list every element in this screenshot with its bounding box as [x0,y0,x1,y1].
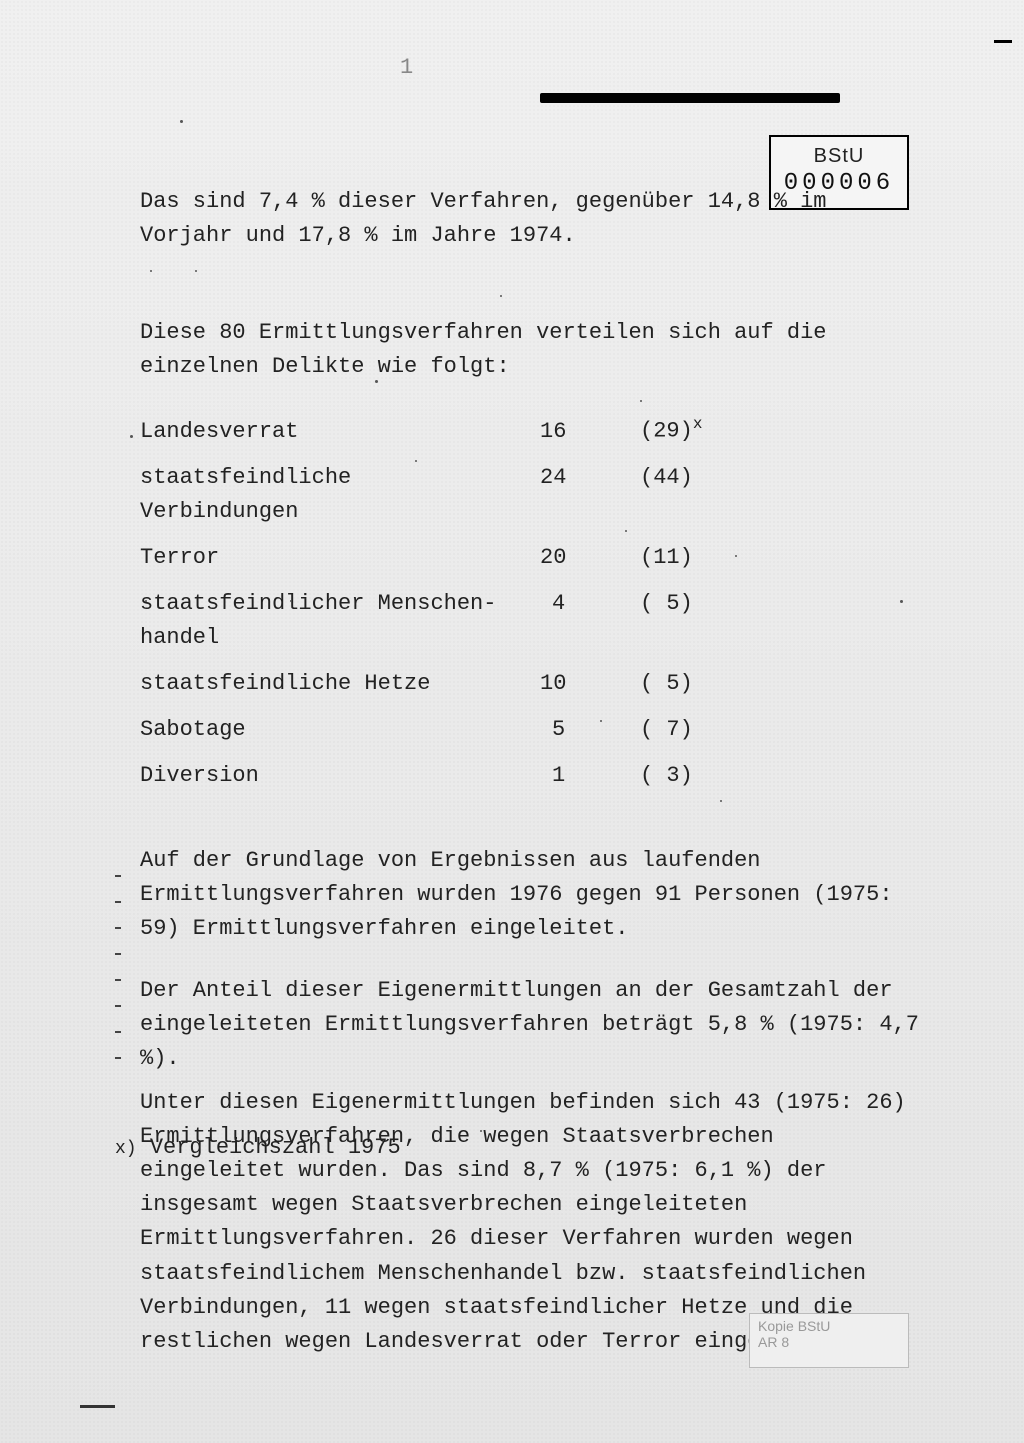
speck [415,460,417,462]
copy-stamp: Kopie BStU AR 8 [749,1313,909,1368]
document-page: 1 BStU 000006 Das sind 7,4 % dieser Verf… [0,0,1024,1443]
table-row: Terror 20 (11) [140,541,920,575]
row-label: staatsfeindliche Verbindungen [140,461,510,529]
speck [195,270,197,272]
row-value-1: 20 [510,541,630,575]
table-row: staatsfeindliche Hetze 10 ( 5) [140,667,920,701]
speck [735,555,737,557]
paragraph-4: Der Anteil dieser Eigenermittlungen an d… [140,974,920,1076]
speck [500,295,502,297]
row-value-2: ( 5) [630,667,760,701]
speck [290,600,292,602]
stamp-label: BStU [771,145,907,168]
redaction-bar [540,93,840,103]
speck [130,435,133,438]
delict-table: Landesverrat 16 (29)x staatsfeindliche V… [140,412,920,793]
row-label: staatsfeindliche Hetze [140,667,510,701]
document-content: Das sind 7,4 % dieser Verfahren, gegenüb… [140,185,920,1387]
row-value-1: 1 [510,759,630,793]
row-value-2: ( 3) [630,759,760,793]
table-row: Diversion 1 ( 3) [140,759,920,793]
speck [720,800,722,802]
edge-mark-bottom-left [80,1405,115,1408]
copy-stamp-line2: AR 8 [758,1334,900,1350]
paragraph-3: Auf der Grundlage von Ergebnissen aus la… [140,844,920,946]
speck [180,120,183,123]
row-value-1: 4 [510,587,630,621]
table-row: staatsfeindlicher Menschen-handel 4 ( 5) [140,587,920,655]
speck [640,400,642,402]
row-value-2: ( 7) [630,713,760,747]
row-value-2: ( 5) [630,587,760,621]
speck [145,600,147,602]
speck [150,270,152,272]
table-row: Sabotage 5 ( 7) [140,713,920,747]
edge-mark-top-right [994,40,1012,43]
row-label: Sabotage [140,713,510,747]
speck [900,600,903,603]
paragraph-1: Das sind 7,4 % dieser Verfahren, gegenüb… [140,185,920,253]
speck [625,530,627,532]
row-value-1: 24 [510,461,630,495]
page-number-header: 1 [400,55,421,80]
row-label: Diversion [140,759,510,793]
footnote: x) Vergleichszahl 1975 [115,1135,401,1160]
paragraph-2: Diese 80 Ermittlungsverfahren verteilen … [140,316,920,384]
row-value-2: (44) [630,461,760,495]
row-value-1: 10 [510,667,630,701]
table-row: Landesverrat 16 (29)x [140,412,920,448]
speck [480,1130,482,1132]
table-row: staatsfeindliche Verbindungen 24 (44) [140,461,920,529]
footnote-text: Vergleichszahl 1975 [150,1135,401,1160]
footnote-marker: x) [115,1139,137,1159]
copy-stamp-line1: Kopie BStU [758,1318,900,1334]
row-value-2: (29)x [630,412,760,448]
speck [375,380,378,383]
binding-marks [115,875,117,1105]
row-label: Terror [140,541,510,575]
row-value-1: 16 [510,415,630,449]
row-value-1: 5 [510,713,630,747]
row-value-2: (11) [630,541,760,575]
speck [600,720,602,722]
row-label: Landesverrat [140,415,510,449]
row-label: staatsfeindlicher Menschen-handel [140,587,510,655]
